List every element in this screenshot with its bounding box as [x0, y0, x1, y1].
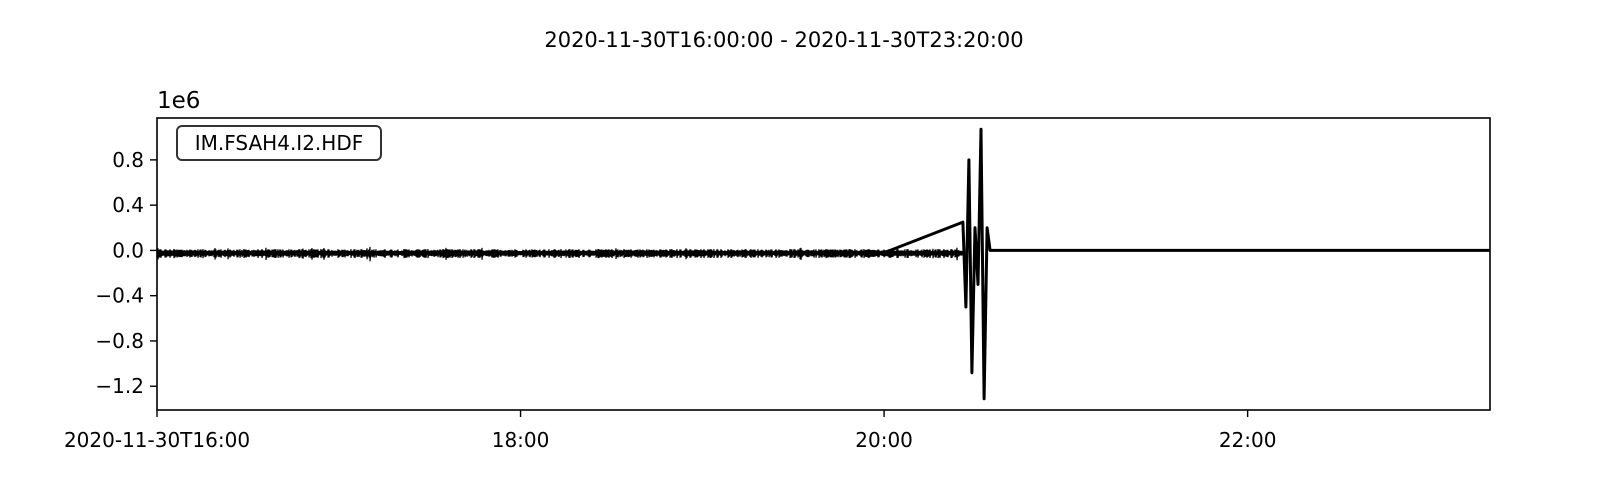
x-tick-label: 18:00 [492, 428, 550, 452]
x-tick-label: 22:00 [1219, 428, 1277, 452]
y-offset-label: 1e6 [157, 88, 200, 114]
y-tick-label: 0.8 [112, 148, 144, 172]
y-tick-label: 0.4 [112, 193, 144, 217]
y-tick-label: −0.8 [95, 329, 144, 353]
y-axis: 0.8 0.4 0.0 −0.4 −0.8 −1.2 [95, 148, 157, 398]
trace-label-box: IM.FSAH4.I2.HDF [176, 125, 382, 161]
waveform-trace-group [156, 127, 1490, 401]
waveform-line [157, 127, 1490, 401]
y-tick-label: −1.2 [95, 374, 144, 398]
trace-label: IM.FSAH4.I2.HDF [195, 131, 363, 155]
y-tick-label: 0.0 [112, 238, 144, 262]
x-tick-label: 2020-11-30T16:00 [64, 428, 250, 452]
plot-frame [156, 117, 1491, 411]
x-axis: 2020-11-30T16:00 18:00 20:00 22:00 [64, 410, 1277, 452]
chart-title: 2020-11-30T16:00:00 - 2020-11-30T23:20:0… [544, 28, 1023, 52]
y-tick-label: −0.4 [95, 284, 144, 308]
x-tick-label: 20:00 [855, 428, 913, 452]
